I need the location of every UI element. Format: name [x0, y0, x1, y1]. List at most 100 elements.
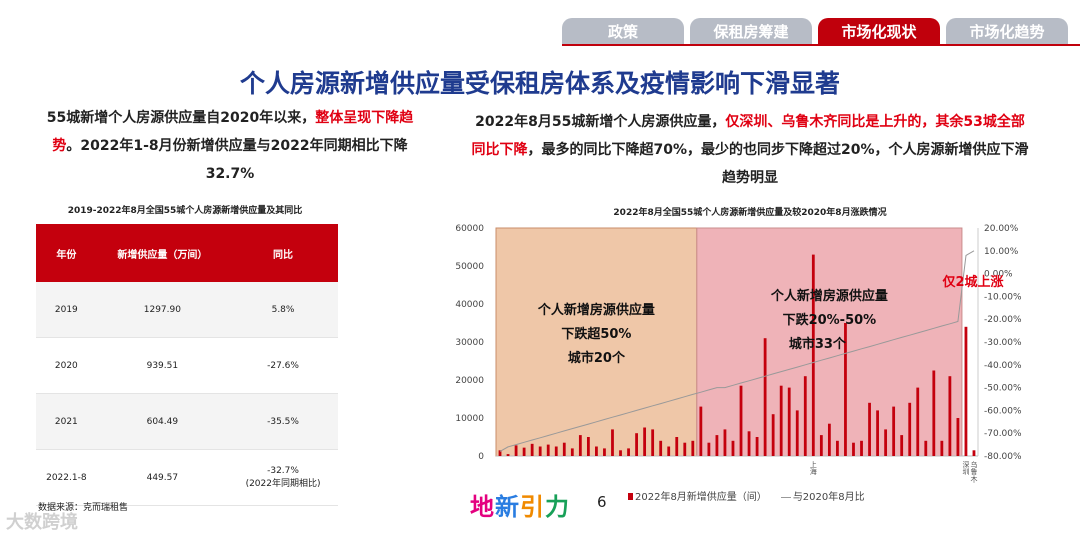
right-summary-part2: ，最多的同比下降超70%，最少的也同步下降超过20%，个人房源新增供应下滑趋势明…	[527, 142, 1029, 186]
bar	[868, 402, 871, 456]
tab-market-trend[interactable]: 市场化趋势	[946, 18, 1068, 44]
data-source: 数据来源：克而瑞租售	[38, 503, 129, 513]
y-right-tick-label: -20.00%	[984, 315, 1022, 325]
cell-year: 2021	[36, 393, 97, 450]
y-left-tick-label: 10000	[455, 414, 484, 424]
cell-supply: 1297.90	[96, 282, 229, 338]
right-summary-part1: 2022年8月55城新增个人房源供应量，	[475, 114, 726, 130]
legend-item-bars: 2022年8月新增供应量（间）	[628, 488, 767, 503]
bar	[827, 423, 831, 456]
left-summary-part1: 55城新增个人房源供应量自2020年以来，	[46, 110, 316, 126]
y-left-tick-label: 60000	[455, 224, 484, 234]
region1-sub-label: 下跌超50%	[561, 326, 631, 342]
bar	[595, 446, 598, 456]
cell-yoy: 5.8%	[228, 282, 338, 338]
bar	[506, 454, 510, 456]
watermark: 大数跨境	[6, 512, 78, 533]
tab-underline	[562, 44, 1080, 46]
bar	[675, 437, 679, 456]
bar	[554, 446, 558, 456]
legend-swatch-line	[780, 496, 791, 498]
supply-chart: 0 10000 20000 30000 40000 50000 60000 20.00% 10.…	[455, 224, 1022, 483]
region2-count-label: 城市33个	[789, 336, 847, 352]
table-row: 2021 604.49 -35.5%	[36, 393, 338, 450]
y-left-tick-label: 0	[478, 452, 484, 462]
cell-year: 2019	[36, 282, 97, 338]
bar	[763, 338, 767, 456]
y-right-tick-label: -80.00%	[984, 452, 1022, 462]
cell-yoy: -27.6%	[228, 337, 338, 394]
logo-char: 力	[545, 493, 570, 521]
table-row: 2019 1297.90 5.8%	[36, 282, 338, 338]
cell-yoy-value: -32.7%	[267, 466, 299, 476]
bar	[715, 435, 719, 456]
y-right-tick-label: 10.00%	[984, 247, 1019, 257]
logo-char: 新	[495, 493, 520, 521]
table-header-year: 年份	[36, 224, 97, 282]
bar	[771, 414, 775, 456]
table-title: 2019-2022年8月全国55城个人房源新增供应量及其同比	[67, 206, 303, 216]
table-row: 2022.1-8 449.57 -32.7% (2022年同期相比)	[36, 449, 338, 506]
chart-title: 2022年8月全国55城个人房源新增供应量及较2020年8月涨跌情况	[613, 208, 887, 218]
bar	[964, 326, 968, 456]
right-summary-highlight: 仅深圳、乌鲁木齐同比是上升的，其余53城全部同比下降	[471, 114, 1025, 158]
y-right-tick-label: 20.00%	[984, 224, 1019, 234]
table-header-yoy: 同比	[228, 224, 338, 282]
region2-label: 个人新增房源供应量	[770, 288, 888, 304]
bar	[578, 435, 582, 456]
bar	[795, 410, 799, 456]
bar	[844, 323, 847, 456]
tab-policy[interactable]: 政策	[562, 18, 684, 44]
bar	[956, 418, 960, 456]
chart-legend: 2022年8月新增供应量（间） 与2020年8月比	[628, 488, 865, 503]
bar	[900, 435, 904, 456]
bar	[908, 402, 912, 456]
brand-logo: 地新引力	[470, 487, 570, 522]
bar	[522, 447, 526, 456]
bar	[940, 440, 944, 456]
bar	[659, 440, 663, 456]
bar	[916, 387, 920, 456]
y-right-tick-label: 0.00%	[984, 270, 1013, 280]
y-right-tick-label: -30.00%	[984, 338, 1022, 348]
bar	[755, 437, 759, 456]
bar	[619, 450, 622, 456]
x-tick-label: 上海	[809, 460, 817, 476]
bar	[924, 440, 928, 456]
series-line	[499, 250, 975, 452]
bar	[852, 442, 855, 456]
right-summary: 2022年8月55城新增个人房源供应量，仅深圳、乌鲁木齐同比是上升的，其余53城…	[470, 108, 1030, 192]
bar	[819, 435, 823, 456]
bar	[691, 440, 695, 456]
y-right-tick-label: -50.00%	[984, 384, 1022, 394]
bar	[498, 450, 502, 456]
bar	[948, 376, 952, 456]
left-summary-part2: 。2022年1-8月份新增供应量与2022年同期相比下降32.7%	[66, 138, 408, 182]
bar	[876, 410, 879, 456]
bar	[683, 442, 687, 456]
cell-supply: 449.57	[96, 449, 229, 506]
tab-construction[interactable]: 保租房筹建	[690, 18, 812, 44]
bar	[643, 427, 647, 456]
left-summary-highlight: 整体呈现下降趋势	[52, 110, 414, 154]
bar	[731, 440, 735, 456]
region1-count-label: 城市20个	[568, 350, 626, 366]
logo-char: 地	[470, 493, 495, 521]
bar	[667, 446, 671, 456]
legend-swatch-bar	[628, 493, 633, 500]
bar	[779, 385, 783, 456]
left-summary: 55城新增个人房源供应量自2020年以来，整体呈现下降趋势。2022年1-8月份…	[40, 104, 420, 188]
bar	[611, 429, 614, 456]
page-number: 6	[597, 493, 607, 511]
bar	[787, 387, 791, 456]
bar	[723, 429, 727, 456]
legend-item-line: 与2020年8月比	[780, 488, 865, 503]
bar	[562, 442, 566, 456]
y-left-tick-label: 30000	[455, 338, 484, 348]
bar	[707, 442, 711, 456]
y-left-tick-label: 20000	[455, 376, 484, 386]
bar	[530, 443, 534, 456]
y-left-tick-label: 40000	[455, 300, 484, 310]
bar	[836, 440, 839, 456]
tab-market-status[interactable]: 市场化现状	[818, 18, 940, 44]
